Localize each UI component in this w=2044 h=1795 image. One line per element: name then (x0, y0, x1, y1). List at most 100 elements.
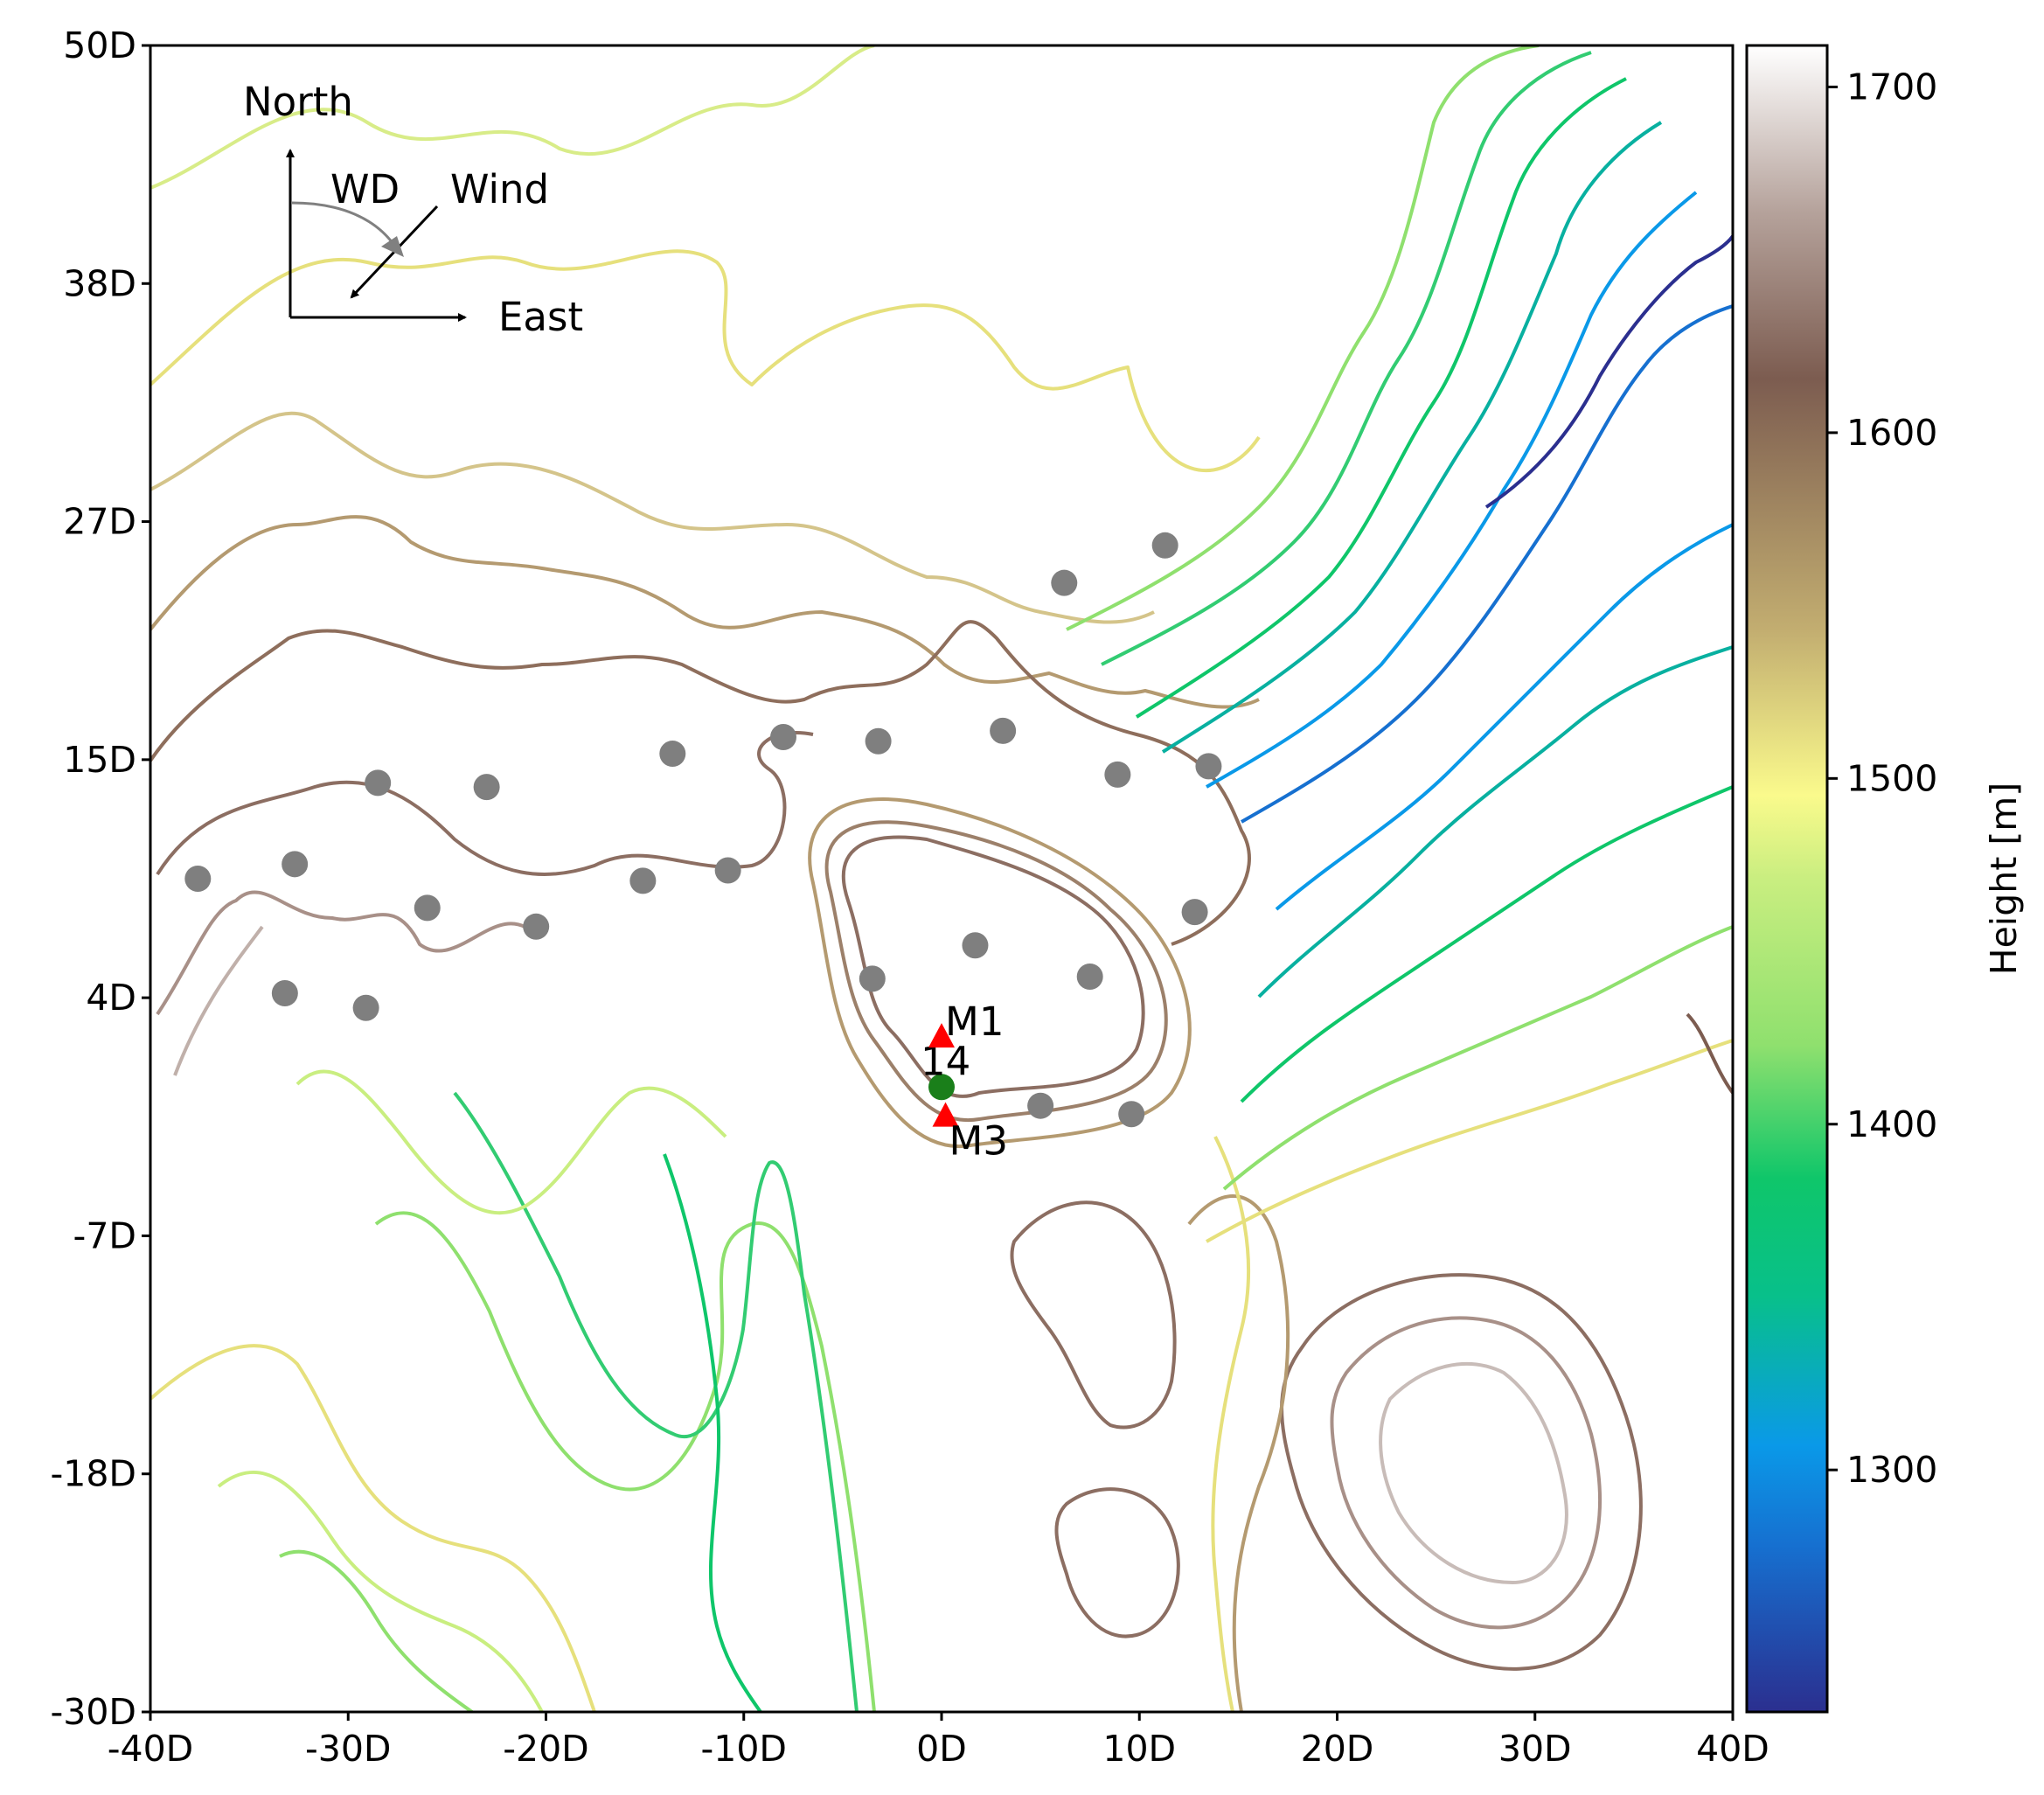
contour-line (1240, 785, 1733, 1103)
contour-line (808, 797, 1192, 1149)
turbine-marker (1181, 899, 1208, 926)
turbine-marker (865, 727, 892, 755)
contour-line (1257, 645, 1733, 998)
contour-line (156, 731, 814, 876)
contour-line (150, 249, 1261, 473)
wd-label: WD (330, 166, 400, 212)
x-tick-label: -20D (503, 1728, 589, 1770)
x-tick-label: 30D (1498, 1728, 1572, 1770)
turbine-marker (1076, 963, 1103, 990)
contour-line (150, 411, 1155, 624)
contour-line (1066, 45, 1540, 631)
turbine-marker (184, 866, 212, 892)
turbine-marker (1051, 569, 1078, 596)
turbine-marker (1118, 1101, 1145, 1128)
turbine-marker (1027, 1092, 1054, 1119)
contour-line (1010, 1200, 1177, 1430)
turbine-markers: 14 (184, 532, 1222, 1128)
y-tick-label: 4D (86, 977, 136, 1019)
x-tick-label: 10D (1102, 1728, 1176, 1770)
turbine-marker (523, 913, 550, 940)
y-tick-label: -18D (50, 1453, 136, 1495)
y-tick-label: -7D (73, 1214, 136, 1256)
contour-line (150, 1344, 596, 1712)
y-tick-label: 27D (63, 501, 136, 543)
contour-line (1686, 1012, 1733, 1095)
turbine-marker (414, 894, 441, 922)
x-tick-label: 0D (916, 1728, 967, 1770)
contour-line (150, 515, 1260, 709)
contour-line (1275, 523, 1733, 911)
contour-line (1101, 51, 1592, 666)
plot-frame (149, 44, 1735, 1714)
turbine-marker (859, 965, 886, 992)
mast-label: M3 (949, 1118, 1008, 1165)
turbine-marker (365, 769, 392, 797)
turbine-marker (714, 857, 741, 884)
contour-line (1054, 1487, 1180, 1638)
turbine-marker (282, 851, 309, 878)
contour-line (1222, 925, 1733, 1191)
colorbar: 1700 1600 1500 1400 1300 Height [m] (1745, 44, 2025, 1714)
x-tick-label: -10D (700, 1728, 787, 1770)
turbine-marker (271, 980, 298, 1007)
north-label: North (243, 79, 353, 125)
contour-line (1206, 191, 1698, 789)
contour-line (1379, 1362, 1568, 1584)
contour-line (173, 925, 264, 1076)
contour-line (1241, 304, 1733, 824)
mast-marker (932, 1102, 959, 1127)
turbine-marker (629, 867, 657, 894)
contour-line (1280, 1273, 1643, 1671)
turbine-marker (1195, 753, 1222, 780)
x-axis: -40D -30D -20D -10D 0D 10D 20D 30D 40D (108, 1712, 1769, 1770)
mast-markers: M1 M3 (928, 998, 1008, 1165)
contour-line (150, 620, 1251, 946)
mast-label: M1 (945, 998, 1004, 1045)
wd-arc-head (381, 236, 404, 257)
colorbar-tick-label: 1600 (1846, 412, 1937, 454)
contour-line (150, 45, 875, 190)
x-tick-label: 40D (1696, 1728, 1769, 1770)
contour-line (295, 1069, 727, 1215)
y-tick-label: 50D (63, 24, 136, 66)
turbine-marker (659, 741, 686, 768)
colorbar-tick-label: 1500 (1846, 757, 1937, 799)
terrain-contours (150, 45, 1733, 1712)
contour-line (1330, 1316, 1602, 1630)
contour-line (374, 1211, 876, 1712)
turbine-marker (1104, 761, 1131, 788)
y-tick-label: 38D (63, 262, 136, 304)
mast-marker (928, 1023, 955, 1048)
contour-line (1135, 77, 1627, 719)
wind-label: Wind (450, 166, 549, 212)
x-tick-label: -30D (305, 1728, 392, 1770)
x-tick-label: -40D (108, 1728, 194, 1770)
colorbar-tick-label: 1400 (1846, 1103, 1937, 1145)
contour-line (1161, 121, 1663, 754)
turbine-marker (352, 994, 379, 1021)
highlight-turbine-marker (928, 1074, 955, 1101)
turbine-marker (1151, 532, 1178, 559)
contour-line (156, 890, 525, 1016)
east-label: East (498, 294, 583, 340)
contour-line (1206, 1039, 1733, 1243)
contour-line (1484, 234, 1733, 509)
contour-line (453, 1091, 859, 1712)
contour-line (663, 1153, 762, 1712)
y-axis: 50D 38D 27D 15D 4D -7D -18D -30D (50, 24, 150, 1733)
compass-annotation: North East WD Wind (243, 79, 583, 340)
y-tick-label: 15D (63, 739, 136, 781)
turbine-marker (962, 932, 989, 959)
turbine-marker (473, 774, 500, 801)
colorbar-ticks: 1700 1600 1500 1400 1300 (1827, 66, 1937, 1491)
contour-plot: -40D -30D -20D -10D 0D 10D 20D 30D 40D 50D38D27D… (50, 24, 1769, 1770)
wd-arc (291, 201, 397, 247)
colorbar-tick-label: 1300 (1846, 1449, 1937, 1491)
contour-line (279, 1549, 474, 1712)
turbine-marker (770, 723, 796, 750)
x-tick-label: 20D (1301, 1728, 1374, 1770)
colorbar-label: Height [m] (1983, 783, 2025, 976)
y-tick-label: -30D (50, 1691, 136, 1733)
